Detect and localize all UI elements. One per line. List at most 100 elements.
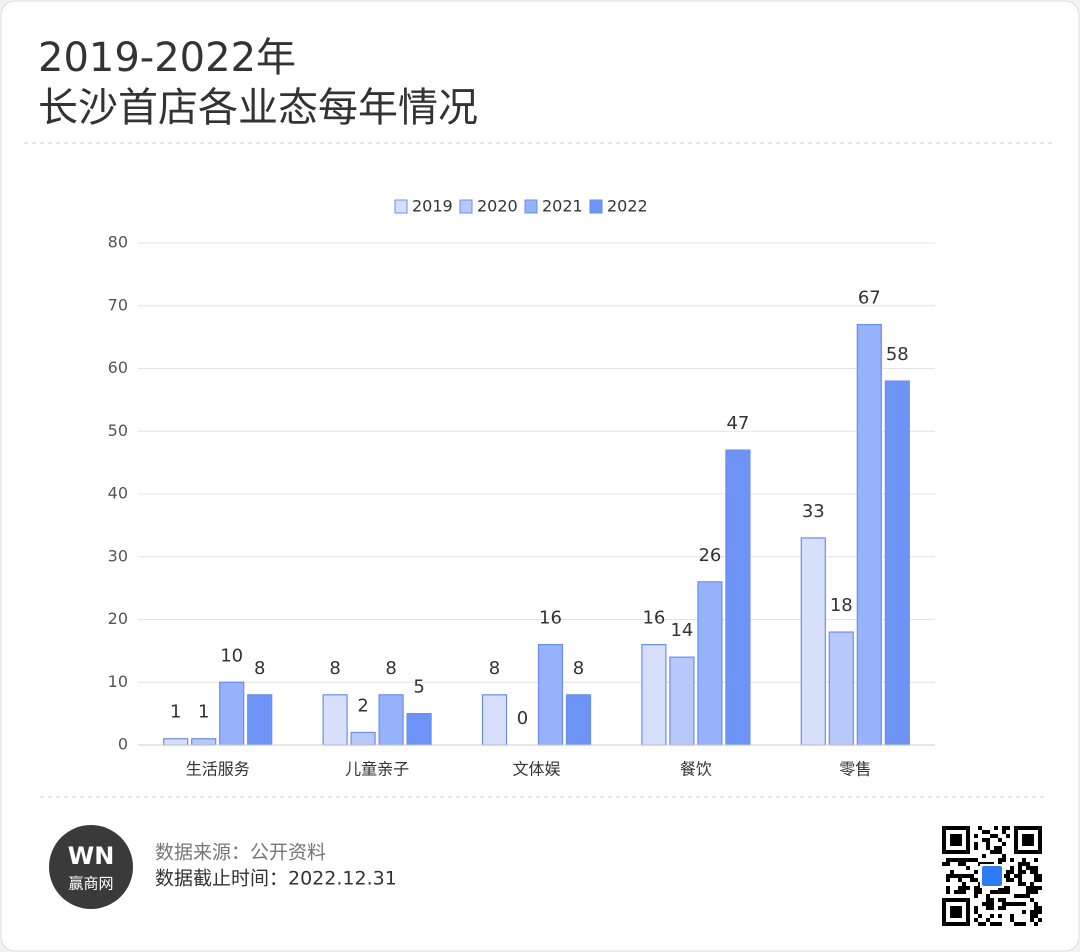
- qr-cell: [946, 878, 950, 882]
- qr-cell: [954, 858, 958, 862]
- data-label: 8: [489, 658, 500, 679]
- qr-cell: [950, 870, 954, 874]
- y-tick-label: 10: [108, 672, 128, 691]
- qr-cell: [974, 870, 978, 874]
- legend-label: 2021: [542, 197, 583, 216]
- qr-cell: [990, 898, 994, 902]
- qr-cell: [1022, 910, 1026, 914]
- qr-cell: [978, 914, 982, 918]
- qr-cell: [1018, 878, 1022, 882]
- qr-cell: [1038, 878, 1042, 882]
- qr-cell: [1002, 890, 1006, 894]
- qr-cell: [946, 862, 950, 866]
- qr-cell: [1010, 878, 1014, 882]
- qr-cell: [982, 854, 986, 858]
- y-tick-label: 20: [108, 609, 128, 628]
- qr-cell: [1034, 890, 1038, 894]
- qr-cell: [1030, 870, 1034, 874]
- bar: [884, 380, 910, 746]
- qr-cell: [1022, 870, 1026, 874]
- qr-cell: [994, 834, 998, 838]
- qr-cell: [994, 922, 998, 926]
- qr-cell: [966, 886, 970, 890]
- qr-cell: [986, 846, 990, 850]
- qr-cell: [1010, 918, 1014, 922]
- qr-cell: [974, 918, 978, 922]
- qr-cell: [1014, 902, 1018, 906]
- qr-cell: [994, 850, 998, 854]
- qr-cell: [1006, 870, 1010, 874]
- qr-cell: [982, 902, 986, 906]
- qr-cell: [998, 890, 1002, 894]
- qr-cell: [1038, 886, 1042, 890]
- data-label: 0: [517, 708, 528, 729]
- qr-cell: [1002, 898, 1006, 902]
- bar: [322, 694, 348, 746]
- qr-cell: [1034, 886, 1038, 890]
- qr-cell: [998, 838, 1002, 842]
- qr-cell: [1026, 866, 1030, 870]
- qr-cell: [974, 846, 978, 850]
- legend-swatch: [589, 199, 603, 214]
- qr-cell: [974, 842, 978, 846]
- qr-cell: [998, 898, 1002, 902]
- qr-cell: [986, 906, 990, 910]
- data-label: 2: [357, 695, 368, 716]
- qr-cell: [1010, 902, 1014, 906]
- legend-swatch: [459, 199, 473, 214]
- qr-cell: [974, 886, 978, 890]
- qr-cell: [986, 830, 990, 834]
- qr-cell: [958, 878, 962, 882]
- qr-finder: [950, 834, 962, 846]
- data-label: 10: [220, 645, 243, 666]
- qr-cell: [998, 858, 1002, 862]
- y-tick-label: 0: [118, 735, 128, 754]
- qr-cell: [970, 874, 974, 878]
- qr-cell: [974, 858, 978, 862]
- qr-cell: [1034, 902, 1038, 906]
- bar: [725, 449, 751, 746]
- qr-finder: [1022, 834, 1034, 846]
- bar: [219, 681, 245, 746]
- qr-cell: [1002, 826, 1006, 830]
- y-tick-label: 40: [108, 484, 128, 503]
- qr-cell: [1022, 858, 1026, 862]
- qr-cell: [1018, 882, 1022, 886]
- qr-cell: [1030, 914, 1034, 918]
- qr-cell: [998, 914, 1002, 918]
- data-label: 58: [886, 344, 909, 365]
- qr-cell: [994, 826, 998, 830]
- qr-cell: [974, 890, 978, 894]
- qr-cell: [1034, 914, 1038, 918]
- qr-cell: [986, 898, 990, 902]
- qr-cell: [998, 850, 1002, 854]
- qr-cell: [1002, 906, 1006, 910]
- logo: [49, 825, 133, 909]
- qr-cell: [994, 846, 998, 850]
- qr-cell: [990, 850, 994, 854]
- qr-cell: [962, 882, 966, 886]
- qr-cell: [1026, 886, 1030, 890]
- qr-cell: [974, 834, 978, 838]
- data-label: 8: [385, 658, 396, 679]
- bar: [800, 537, 826, 746]
- legend-label: 2019: [412, 197, 453, 216]
- bar: [247, 694, 273, 746]
- qr-cell: [990, 890, 994, 894]
- qr-cell: [1030, 886, 1034, 890]
- qr-center: [982, 866, 1002, 886]
- qr-cell: [1002, 858, 1006, 862]
- qr-cell: [970, 858, 974, 862]
- bar: [856, 323, 882, 746]
- qr-cell: [946, 874, 950, 878]
- data-label: 16: [642, 608, 665, 629]
- qr-cell: [1006, 878, 1010, 882]
- legend-swatch: [524, 199, 538, 214]
- qr-cell: [1026, 862, 1030, 866]
- qr-cell: [1034, 874, 1038, 878]
- qr-cell: [994, 890, 998, 894]
- qr-cell: [1026, 890, 1030, 894]
- qr-cell: [1034, 870, 1038, 874]
- qr-cell: [1002, 830, 1006, 834]
- qr-cell: [1018, 866, 1022, 870]
